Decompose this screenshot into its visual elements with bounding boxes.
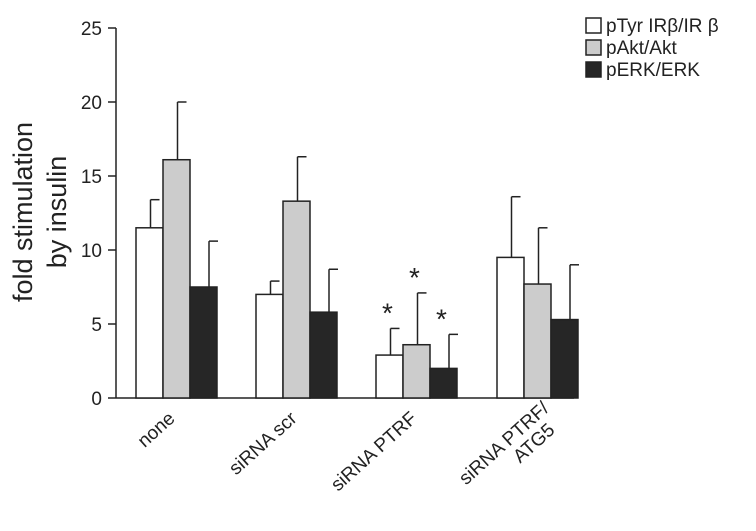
y-tick-label-0: 0 <box>91 389 102 410</box>
significance-star-1: * <box>409 262 420 293</box>
legend-swatch-2 <box>585 61 602 78</box>
y-tick-label-2: 10 <box>81 241 102 262</box>
category-label-1-line-0: siRNA scr <box>225 408 302 480</box>
bar-0-2 <box>189 286 218 399</box>
bar-0-0 <box>135 227 164 399</box>
category-label-2-line-0: siRNA PTRF <box>327 408 421 496</box>
y-axis-label-line-1: fold stimulation <box>8 122 38 302</box>
error-bars <box>149 101 579 369</box>
y-axis-label-line-2: by insulin <box>42 156 72 269</box>
legend-swatch-0 <box>585 17 602 34</box>
y-tick-label-4: 20 <box>81 93 102 114</box>
bar-3-0 <box>496 256 525 399</box>
bar-1-0 <box>255 293 284 399</box>
significance-star-0: * <box>382 297 393 328</box>
bar-3-1 <box>523 283 552 399</box>
category-label-0: none <box>134 408 179 452</box>
category-label-2: siRNA PTRF <box>327 408 421 496</box>
y-tick-label-3: 15 <box>81 167 102 188</box>
legend-label-2: pERK/ERK <box>606 60 700 81</box>
y-axis-label: fold stimulation by insulin <box>8 122 72 302</box>
bars <box>135 158 579 399</box>
legend-label-0: pTyr IRβ/IR β <box>606 16 719 37</box>
legend-swatch-1 <box>585 39 602 56</box>
category-label-1: siRNA scr <box>225 408 302 480</box>
y-tick-label-1: 5 <box>91 315 102 336</box>
y-tick-label-5: 25 <box>81 19 102 40</box>
bar-1-2 <box>309 311 338 399</box>
bar-2-0 <box>375 354 404 399</box>
bar-2-1 <box>402 343 431 399</box>
significance-star-2: * <box>436 303 447 334</box>
category-label-3: siRNA PTRF/ATG5 <box>455 398 567 504</box>
bar-3-2 <box>550 318 579 399</box>
category-label-0-line-0: none <box>134 408 179 452</box>
legend-label-1: pAkt/Akt <box>606 38 677 59</box>
bar-0-1 <box>162 158 191 399</box>
bar-1-1 <box>282 200 311 399</box>
category-labels: none siRNA scr siRNA PTRF siRNA PTRF/ATG5 <box>134 398 567 504</box>
significance-marks: * * * <box>382 262 447 334</box>
bar-2-2 <box>429 367 458 399</box>
